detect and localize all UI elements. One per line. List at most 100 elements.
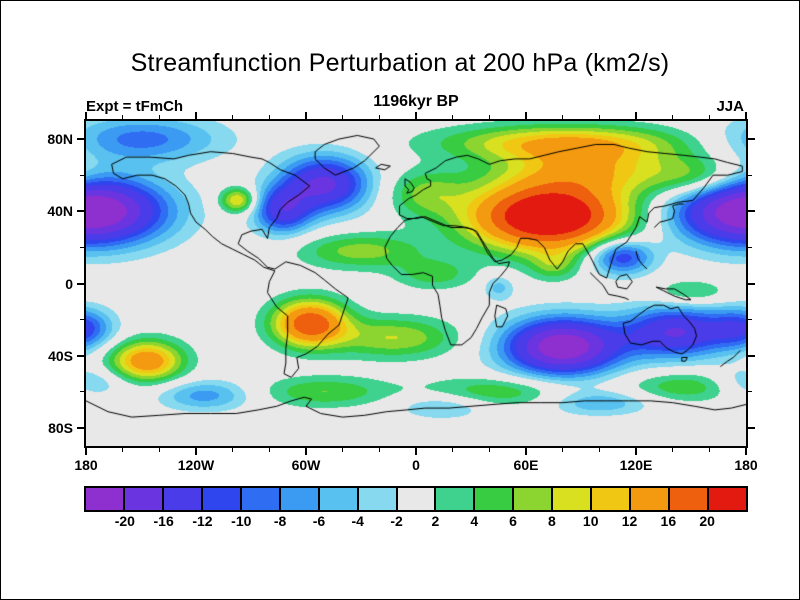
axis-tick: [305, 448, 307, 455]
axis-tick: [562, 448, 564, 452]
axis-tick: [195, 112, 197, 119]
axis-tick: [415, 448, 417, 455]
axis-tick: [745, 448, 747, 455]
colorbar-cell: [86, 488, 125, 510]
axis-tick: [80, 246, 84, 248]
axis-tick: [672, 115, 674, 119]
axis-tick: [635, 112, 637, 119]
lon-tick-label: 180: [734, 457, 758, 473]
axis-tick: [598, 115, 600, 119]
axis-tick: [748, 319, 752, 321]
axis-tick: [488, 115, 490, 119]
lon-tick-label: 60E: [513, 457, 539, 473]
axis-tick: [232, 115, 234, 119]
colorbar-cell: [358, 488, 398, 510]
axis-tick: [562, 115, 564, 119]
axis-tick: [598, 448, 600, 452]
lat-tick-label: 40S: [48, 347, 73, 364]
colorbar-label: -12: [192, 513, 213, 529]
map-area: [84, 119, 748, 448]
colorbar-cell: [202, 488, 242, 510]
colorbar-label: 20: [699, 513, 715, 529]
colorbar-cell: [124, 488, 164, 510]
axis-tick: [158, 115, 160, 119]
lon-tick-label: 180: [74, 457, 98, 473]
axis-tick: [80, 391, 84, 393]
axis-tick: [748, 391, 752, 393]
colorbar-label: -10: [231, 513, 252, 529]
colorbar-label: -20: [114, 513, 135, 529]
axis-tick: [232, 448, 234, 452]
axis-tick: [77, 138, 84, 141]
colorbar-cell: [241, 488, 281, 510]
axis-tick: [748, 354, 755, 357]
colorbar-cell: [436, 488, 476, 510]
axis-tick: [525, 112, 527, 119]
colorbar-label: 12: [621, 513, 638, 529]
lon-tick-label: 120E: [619, 457, 653, 473]
colorbar-cell: [631, 488, 671, 510]
axis-tick: [268, 448, 270, 452]
colorbar-cell: [709, 488, 746, 510]
axis-tick: [488, 448, 490, 452]
colorbar-label: 16: [660, 513, 677, 529]
axis-tick: [525, 448, 527, 455]
axis-tick: [268, 115, 270, 119]
axis-tick: [80, 174, 84, 176]
axis-tick: [748, 210, 755, 213]
colorbar-label: -2: [390, 513, 403, 529]
axis-tick: [122, 448, 124, 452]
colorbar-cell: [163, 488, 203, 510]
colorbar-cell: [670, 488, 709, 510]
axis-tick: [748, 246, 752, 248]
axis-tick: [195, 448, 197, 455]
axis-tick: [158, 448, 160, 452]
colorbar-cell: [280, 488, 320, 510]
axis-tick: [77, 354, 84, 357]
lon-tick-label: 120W: [177, 457, 215, 473]
colorbar-label: -8: [273, 513, 287, 529]
colorbar-cell: [397, 488, 437, 510]
colorbar-cell: [592, 488, 632, 510]
colorbar-cell: [475, 488, 515, 510]
plot-title: Streamfunction Perturbation at 200 hPa (…: [130, 49, 670, 77]
colorbar-label: -4: [351, 513, 364, 529]
colorbar-cell: [319, 488, 359, 510]
axis-tick: [452, 115, 454, 119]
colorbar-label: -16: [153, 513, 174, 529]
colorbar-label: -6: [312, 513, 326, 529]
axis-tick: [77, 282, 84, 285]
axis-tick: [342, 115, 344, 119]
axis-tick: [378, 115, 380, 119]
axis-tick: [748, 282, 755, 285]
axis-tick: [672, 448, 674, 452]
colorbar-cell: [514, 488, 554, 510]
lat-tick-label: 40N: [47, 203, 73, 220]
colorbar-cell: [553, 488, 593, 510]
axis-tick: [745, 112, 747, 119]
axis-tick: [452, 448, 454, 452]
axis-tick: [77, 426, 84, 429]
season-label: JJA: [716, 98, 744, 115]
lat-tick-label: 80N: [47, 131, 73, 148]
axis-tick: [378, 448, 380, 452]
lat-tick-label: 80S: [48, 419, 73, 436]
experiment-label: Expt = tFmCh: [86, 98, 184, 115]
colorbar-label: 10: [582, 513, 599, 529]
axis-tick: [635, 448, 637, 455]
axis-tick: [748, 426, 755, 429]
axis-tick: [708, 448, 710, 452]
lon-tick-label: 60W: [291, 457, 321, 473]
colorbar-label: 2: [431, 513, 440, 529]
axis-tick: [748, 174, 752, 176]
colorbar-label: 6: [509, 513, 517, 529]
lat-tick-label: 0: [65, 275, 73, 292]
colorbar-label: 8: [547, 513, 556, 529]
axis-tick: [342, 448, 344, 452]
axis-tick: [748, 138, 755, 141]
axis-tick: [305, 112, 307, 119]
axis-tick: [85, 112, 87, 119]
axis-tick: [122, 115, 124, 119]
plot-subtitle: 1196kyr BP: [373, 93, 459, 110]
